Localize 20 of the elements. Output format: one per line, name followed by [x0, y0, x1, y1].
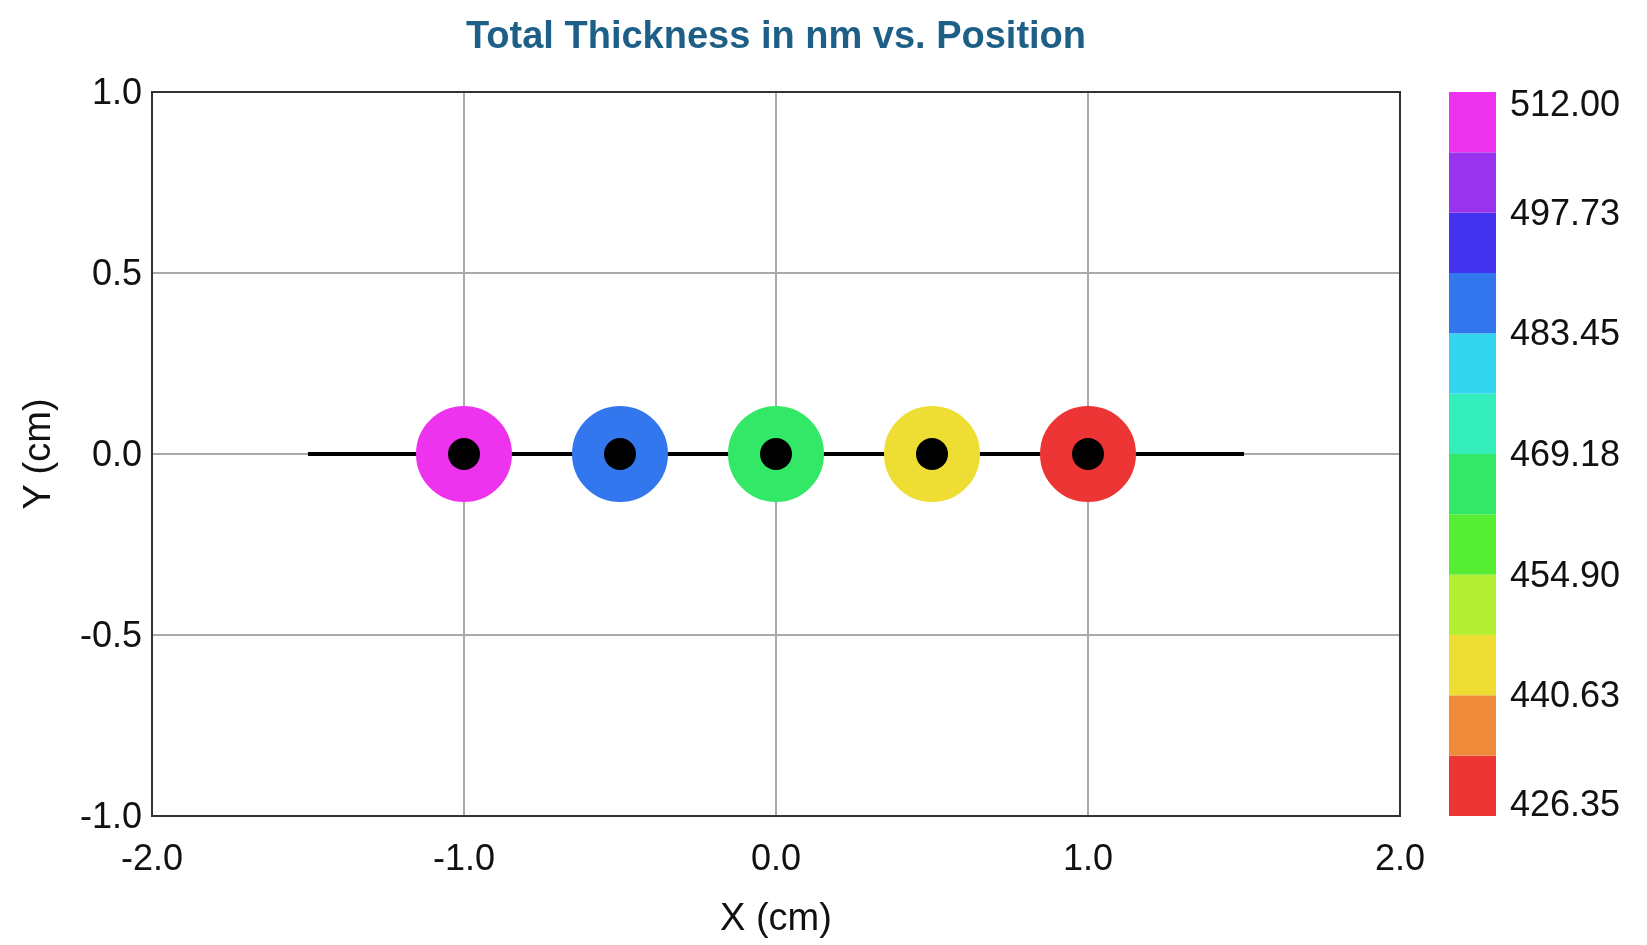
color-bar-label: 440.63 [1510, 674, 1621, 716]
color-bar-label: 469.18 [1510, 432, 1621, 474]
x-tick-label: 1.0 [1062, 837, 1114, 878]
color-bar-label: 426.35 [1510, 783, 1621, 824]
y-tick-label: -1.0 [79, 795, 142, 836]
y-tick-label: 1.0 [91, 71, 142, 112]
color-bar-label: 497.73 [1510, 191, 1621, 233]
chart-title: Total Thickness in nm vs. Position [465, 14, 1087, 56]
color-bar-label: 483.45 [1510, 312, 1621, 354]
color-bar-label: 454.90 [1510, 553, 1621, 595]
x-tick-label: 2.0 [1374, 837, 1426, 878]
x-tick-label: 0.0 [750, 837, 802, 878]
y-tick-label: 0.5 [91, 252, 142, 293]
x-axis-title: X (cm) [720, 896, 832, 938]
color-bar-label: 512.00 [1510, 83, 1621, 124]
x-tick-label: -1.0 [432, 837, 496, 878]
y-axis-title: Y (cm) [16, 398, 58, 510]
y-tick-label: 0.0 [91, 433, 142, 474]
x-tick-label: -2.0 [120, 837, 184, 878]
y-tick-label: -0.5 [79, 614, 142, 655]
